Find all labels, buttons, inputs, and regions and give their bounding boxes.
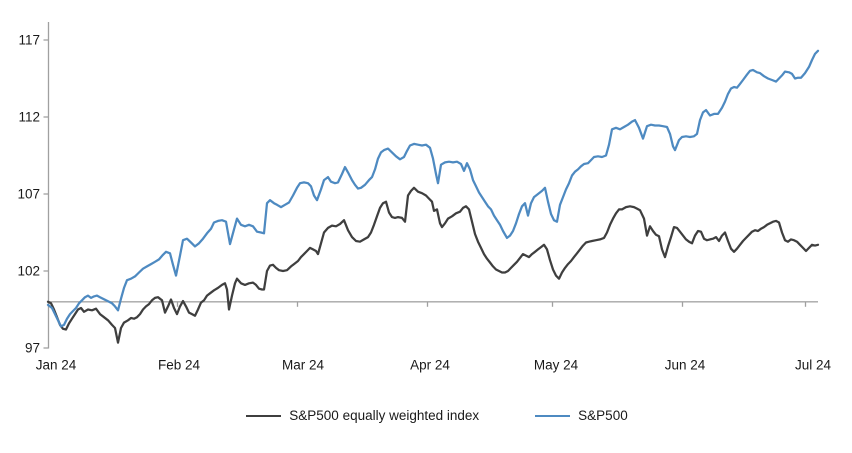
axes-group (43, 22, 818, 349)
series-group (46, 49, 820, 344)
x-axis-tick-label: Jul 24 (795, 358, 832, 373)
series-line-equal-weight (46, 186, 820, 344)
axis-labels-group: 97 102 107 112 117 Jan 24 Feb 24 Mar 24 Apr 24 Ma… (17, 33, 831, 373)
y-axis-tick-label: 112 (18, 110, 40, 125)
legend-item-sp500: S&P500 (535, 408, 628, 423)
sp500-line-sample-icon (535, 414, 571, 417)
legend-label-sp500: S&P500 (578, 408, 628, 423)
x-axis-tick-label: Feb 24 (158, 358, 201, 373)
x-axis-tick-label: Jun 24 (665, 358, 706, 373)
x-axis-tick-label: May 24 (534, 358, 579, 373)
y-axis-tick-label: 97 (25, 341, 40, 356)
legend-item-equal-weight: S&P500 equally weighted index (246, 408, 479, 423)
x-axis-tick-label: Apr 24 (410, 358, 450, 373)
chart-legend: S&P500 equally weighted index S&P500 (0, 408, 852, 423)
x-axis-tick-label: Mar 24 (282, 358, 325, 373)
series-line-sp500 (46, 49, 820, 328)
x-axis-tick-label: Jan 24 (36, 358, 77, 373)
legend-label-equal-weight: S&P500 equally weighted index (289, 408, 480, 423)
y-axis-tick-label: 107 (17, 187, 40, 202)
y-axis-tick-label: 117 (18, 33, 40, 48)
equal-weight-line-sample-icon (246, 414, 282, 417)
y-axis-tick-label: 102 (17, 264, 40, 279)
